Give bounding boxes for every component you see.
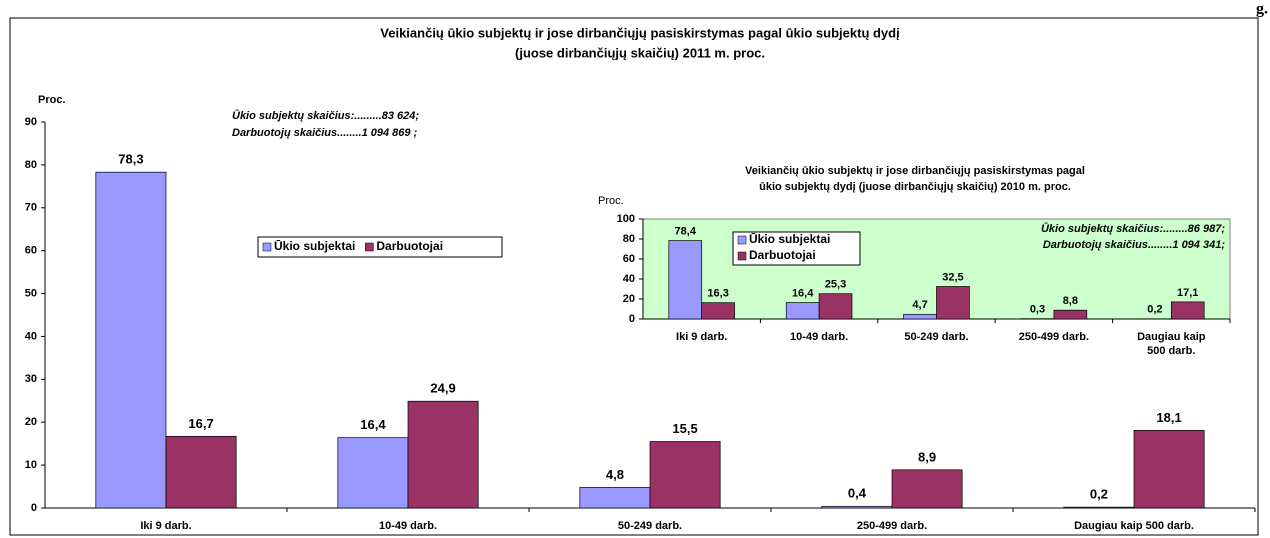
- legend-swatch: [365, 242, 374, 252]
- data-label: 17,1: [1177, 287, 1198, 299]
- bar: [818, 293, 853, 320]
- y-tick-label: 40: [25, 330, 37, 342]
- y-tick-label: 10: [25, 459, 37, 471]
- y-tick-label: 100: [617, 213, 635, 225]
- bar: [165, 436, 237, 509]
- chart-title: ūkio subjektų dydį (juose dirbančiųjų sk…: [759, 181, 1071, 193]
- y-tick-label: 30: [25, 373, 37, 385]
- legend-box: [732, 231, 861, 266]
- bar: [407, 400, 479, 509]
- bar: [1133, 430, 1205, 509]
- bar: [891, 469, 963, 509]
- legend-swatch: [737, 251, 747, 261]
- x-tick-label: Daugiau kaip 500 darb.: [1074, 520, 1194, 532]
- data-label: 16,4: [360, 417, 386, 432]
- bar: [1053, 309, 1088, 320]
- y-tick-label: 40: [623, 273, 635, 285]
- bar: [649, 441, 721, 509]
- annotation: Ūkio subjektų skaičius:........86 987;: [1041, 223, 1225, 235]
- x-tick-label: 10-49 darb.: [379, 520, 437, 532]
- data-label: 18,1: [1156, 410, 1181, 425]
- legend-label: Ūkio subjektai: [274, 239, 355, 253]
- y-tick-label: 90: [25, 116, 37, 128]
- y-tick-label: 70: [25, 202, 37, 214]
- y-tick-label: 50: [25, 287, 37, 299]
- x-tick-label: 50-249 darb.: [618, 520, 682, 532]
- y-tick-label: 80: [623, 233, 635, 245]
- legend-label: Darbuotojai: [376, 239, 443, 253]
- chart-title: Veikiančių ūkio subjektų ir jose dirbanč…: [745, 165, 1085, 177]
- legend-swatch: [737, 235, 747, 245]
- legend-label: Ūkio subjektai: [749, 232, 830, 246]
- y-axis-label: Proc.: [598, 195, 624, 207]
- bar: [821, 505, 893, 509]
- x-tick-label: 250-499 darb.: [1019, 331, 1089, 343]
- data-label: 32,5: [942, 271, 963, 283]
- y-tick-label: 20: [623, 293, 635, 305]
- annotation: Ūkio subjektų skaičius:.........83 624;: [232, 110, 419, 122]
- data-label: 24,9: [430, 381, 455, 396]
- annotation: Darbuotojų skaičius........1 094 341;: [1043, 239, 1226, 251]
- data-label: 15,5: [672, 421, 697, 436]
- data-label: 16,7: [188, 416, 213, 431]
- legend-label: Darbuotojai: [749, 248, 816, 262]
- bar: [1170, 301, 1205, 320]
- x-tick-label: Iki 9 darb.: [140, 520, 191, 532]
- corner-text: g.: [1256, 1, 1268, 18]
- y-tick-label: 0: [31, 502, 37, 514]
- y-tick-label: 60: [25, 245, 37, 257]
- chart-title: (juose dirbančiųjų skaičių) 2011 m. proc…: [515, 45, 765, 60]
- bar: [903, 313, 937, 320]
- x-tick-label: Daugiau kaip 500 darb.: [1137, 331, 1206, 357]
- data-label: 16,4: [792, 288, 814, 300]
- y-tick-label: 0: [629, 313, 635, 325]
- bar: [579, 487, 651, 509]
- bar: [668, 240, 703, 320]
- data-label: 0,2: [1090, 487, 1108, 502]
- y-tick-label: 60: [623, 253, 635, 265]
- data-label: 8,8: [1063, 295, 1078, 307]
- y-tick-label: 20: [25, 416, 37, 428]
- y-axis-label: Proc.: [38, 94, 66, 106]
- x-tick-label: 10-49 darb.: [790, 331, 848, 343]
- bar: [1063, 506, 1135, 509]
- data-label: 0,2: [1147, 304, 1162, 316]
- bar: [936, 286, 970, 320]
- legend-box: [257, 236, 503, 258]
- bar: [95, 171, 167, 509]
- x-tick-label: Iki 9 darb.: [676, 331, 727, 343]
- data-label: 25,3: [825, 279, 846, 291]
- data-label: 8,9: [918, 449, 936, 464]
- x-tick-label: 250-499 darb.: [857, 520, 927, 532]
- data-label: 0,3: [1030, 304, 1045, 316]
- bar: [337, 437, 409, 509]
- legend-swatch: [262, 242, 272, 252]
- bar: [701, 302, 735, 320]
- data-label: 4,7: [912, 299, 927, 311]
- data-label: 78,4: [675, 226, 697, 238]
- y-tick-label: 80: [25, 159, 37, 171]
- data-label: 4,8: [606, 467, 624, 482]
- data-label: 0,4: [848, 486, 867, 501]
- x-tick-label: 50-249 darb.: [904, 331, 968, 343]
- data-label: 16,3: [707, 288, 728, 300]
- annotation: Darbuotojų skaičius........1 094 869 ;: [232, 127, 418, 139]
- data-label: 78,3: [118, 152, 143, 167]
- bar: [785, 302, 820, 320]
- chart-title: Veikiančių ūkio subjektų ir jose dirbanč…: [380, 25, 899, 40]
